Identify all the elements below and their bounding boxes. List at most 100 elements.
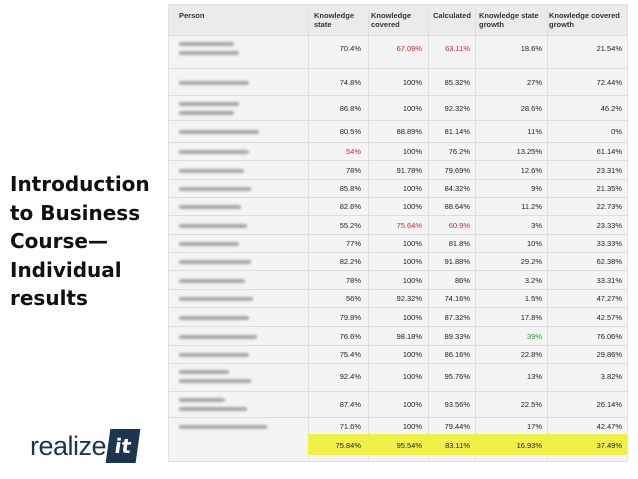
redacted-person-name bbox=[179, 150, 249, 154]
cell-knowledge-state-growth: 28.6% bbox=[520, 104, 542, 113]
cell-knowledge-covered-growth: 61.14% bbox=[596, 147, 622, 156]
redacted-person-name bbox=[179, 205, 241, 209]
cell-knowledge-state: 79.8% bbox=[339, 313, 361, 322]
cell-knowledge-covered: 100% bbox=[402, 400, 422, 409]
header-knowledge-state: Knowledge state bbox=[314, 11, 355, 29]
table-row: 78% 91.78% 79.69% 12.6% 23.31% bbox=[169, 160, 627, 180]
cell-calculated: 76.2% bbox=[448, 147, 470, 156]
cell-knowledge-covered: 100% bbox=[402, 202, 422, 211]
header-person: Person bbox=[179, 11, 205, 20]
table-row: 71.6% 100% 79.44% 17% 42.47% bbox=[169, 417, 627, 435]
cell-knowledge-covered-growth: 3.82% bbox=[600, 372, 622, 381]
cell-knowledge-covered-growth: 76.06% bbox=[596, 332, 622, 341]
column-divider bbox=[475, 5, 476, 461]
redacted-person-name bbox=[179, 51, 239, 55]
cell-knowledge-state-growth: 18.6% bbox=[520, 44, 542, 53]
cell-calculated: 86.16% bbox=[444, 350, 470, 359]
redacted-person-name bbox=[179, 335, 257, 339]
cell-knowledge-covered: 100% bbox=[402, 184, 422, 193]
cell-knowledge-covered-growth: 33.33% bbox=[596, 239, 622, 248]
header-knowledge-covered-growth: Knowledge covered growth bbox=[549, 11, 620, 29]
logo-mark: it bbox=[105, 429, 141, 463]
cell-calculated: 84.32% bbox=[444, 184, 470, 193]
cell-knowledge-state-growth: 39% bbox=[526, 332, 542, 341]
cell-knowledge-state-growth: 12.6% bbox=[520, 166, 542, 175]
realizeit-logo: realize it bbox=[30, 426, 141, 466]
table-row: 80.5% 88.89% 81.14% 11% 0% bbox=[169, 120, 627, 143]
cell-knowledge-state-growth: 22.5% bbox=[520, 400, 542, 409]
redacted-person-name bbox=[179, 81, 249, 85]
cell-calculated: 81.14% bbox=[444, 127, 470, 136]
cell-calculated: 88.64% bbox=[444, 202, 470, 211]
redacted-person-name bbox=[179, 407, 247, 411]
cell-knowledge-covered-growth: 42.47% bbox=[596, 422, 622, 431]
cell-knowledge-covered-growth: 42.57% bbox=[596, 313, 622, 322]
cell-knowledge-state-growth: 11% bbox=[527, 127, 542, 136]
table-row: 70.4% 67.09% 63.11% 18.6% 21.54% bbox=[169, 35, 627, 69]
cell-knowledge-state: 78% bbox=[345, 166, 361, 175]
cell-knowledge-state: 71.6% bbox=[339, 422, 361, 431]
cell-knowledge-state-growth: 27% bbox=[526, 78, 542, 87]
cell-calculated: 79.69% bbox=[444, 166, 470, 175]
table-row: 54% 100% 76.2% 13.25% 61.14% bbox=[169, 142, 627, 161]
cell-calculated: 85.32% bbox=[444, 78, 470, 87]
average-row bbox=[308, 434, 627, 455]
cell-calculated: 87.32% bbox=[444, 313, 470, 322]
cell-knowledge-covered: 100% bbox=[402, 350, 422, 359]
table-row: 79.8% 100% 87.32% 17.8% 42.57% bbox=[169, 307, 627, 327]
cell-knowledge-state: 87.4% bbox=[339, 400, 361, 409]
cell-knowledge-state-growth: 17.8% bbox=[520, 313, 542, 322]
cell-knowledge-state: 80.5% bbox=[339, 127, 361, 136]
cell-knowledge-covered: 100% bbox=[402, 257, 422, 266]
cell-knowledge-covered: 67.09% bbox=[396, 44, 422, 53]
table-row: 87.4% 100% 93.56% 22.5% 26.14% bbox=[169, 391, 627, 418]
redacted-person-name bbox=[179, 316, 249, 320]
cell-knowledge-covered-growth: 23.31% bbox=[596, 166, 622, 175]
redacted-person-name bbox=[179, 297, 253, 301]
cell-knowledge-covered-growth: 46.2% bbox=[600, 104, 622, 113]
slide-title-line: Course— bbox=[10, 229, 108, 253]
cell-calculated: 74.16% bbox=[444, 294, 470, 303]
cell-knowledge-state-growth: 11.2% bbox=[521, 202, 542, 211]
cell-knowledge-state: 56% bbox=[345, 294, 361, 303]
cell-calculated: 91.88% bbox=[444, 257, 470, 266]
cell-knowledge-state-growth: 13.25% bbox=[516, 147, 542, 156]
average-knowledge-state: 75.84% bbox=[335, 441, 361, 450]
cell-knowledge-covered: 91.78% bbox=[396, 166, 422, 175]
cell-knowledge-covered: 75.64% bbox=[396, 221, 422, 230]
average-knowledge-covered-growth: 37.49% bbox=[596, 441, 622, 450]
cell-knowledge-state-growth: 3.2% bbox=[524, 276, 542, 285]
cell-calculated: 95.76% bbox=[444, 372, 470, 381]
header-calculated: Calculated bbox=[433, 11, 471, 20]
cell-knowledge-covered-growth: 29.86% bbox=[596, 350, 622, 359]
cell-knowledge-state-growth: 10% bbox=[526, 239, 542, 248]
slide-title-line: to Business bbox=[10, 200, 141, 225]
cell-knowledge-covered: 100% bbox=[402, 422, 422, 431]
column-divider bbox=[428, 5, 429, 461]
cell-calculated: 86% bbox=[454, 276, 470, 285]
cell-knowledge-covered-growth: 0% bbox=[611, 127, 622, 136]
slide-title: Introduction to Business Course— Individ… bbox=[10, 170, 162, 313]
redacted-person-name bbox=[179, 130, 259, 134]
cell-knowledge-state-growth: 1.5% bbox=[524, 294, 542, 303]
cell-knowledge-state-growth: 13% bbox=[526, 372, 542, 381]
cell-knowledge-covered-growth: 21.54% bbox=[596, 44, 622, 53]
redacted-person-name bbox=[179, 187, 251, 191]
cell-knowledge-covered-growth: 62.38% bbox=[596, 257, 622, 266]
cell-calculated: 93.56% bbox=[444, 400, 470, 409]
average-calculated: 83.11% bbox=[445, 441, 470, 450]
cell-knowledge-state-growth: 22.8% bbox=[520, 350, 542, 359]
table-row: 76.6% 98.18% 89.33% 39% 76.06% bbox=[169, 326, 627, 346]
redacted-person-name bbox=[179, 425, 267, 429]
cell-knowledge-covered-growth: 21.35% bbox=[596, 184, 622, 193]
cell-knowledge-state-growth: 29.2% bbox=[520, 257, 542, 266]
cell-knowledge-state: 74.8% bbox=[339, 78, 361, 87]
column-divider bbox=[308, 5, 309, 461]
redacted-person-name bbox=[179, 102, 239, 106]
redacted-person-name bbox=[179, 353, 249, 357]
cell-knowledge-covered-growth: 72.44% bbox=[596, 78, 622, 87]
column-divider bbox=[547, 5, 548, 461]
cell-knowledge-state: 70.4% bbox=[339, 44, 361, 53]
table-row: 74.8% 100% 85.32% 27% 72.44% bbox=[169, 68, 627, 96]
cell-knowledge-covered-growth: 23.33% bbox=[596, 221, 622, 230]
